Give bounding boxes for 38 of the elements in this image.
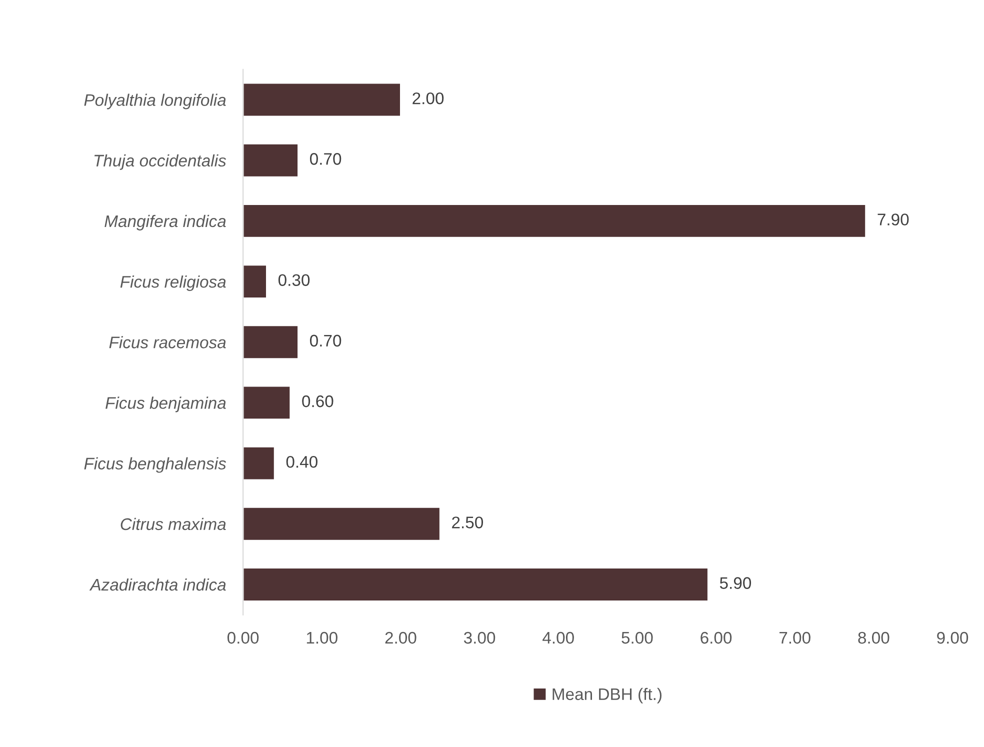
data-label: 0.30 (278, 274, 310, 286)
y-tick-label: Ficus benghalensis (84, 457, 226, 473)
y-tick-label: Azadirachta indica (89, 578, 226, 591)
y-tick-label: Thuja occidentalis (94, 154, 226, 170)
x-tick-label: 9.00 (937, 632, 968, 644)
bar (243, 324, 299, 360)
data-label: 0.40 (286, 456, 318, 468)
y-tick-label: Ficus benjamina (106, 396, 226, 412)
data-label: 0.60 (302, 395, 334, 408)
x-tick-label: 6.00 (700, 632, 732, 644)
bar (243, 506, 441, 542)
x-tick-label: 1.00 (306, 632, 338, 644)
bar (243, 143, 299, 178)
y-tick-label: Ficus religiosa (120, 275, 226, 292)
bar (243, 82, 402, 118)
y-tick-label: Polyalthia longifolia (84, 94, 226, 110)
x-tick-label: 0.00 (227, 632, 259, 644)
x-tick-label: 5.00 (622, 632, 653, 644)
y-tick-label: Mangifera indica (104, 214, 226, 230)
y-tick-label: Ficus racemosa (109, 336, 226, 348)
x-tick-label: 3.00 (464, 632, 496, 644)
y-tick-label: Citrus maxima (120, 518, 226, 530)
x-tick-label: 8.00 (858, 632, 890, 644)
x-tick-label: 4.00 (542, 632, 574, 644)
x-tick-label: 2.00 (385, 632, 416, 644)
x-tick-label: 7.00 (779, 632, 810, 644)
bar (243, 264, 268, 299)
bar (243, 204, 866, 238)
data-label: 0.70 (310, 334, 342, 347)
data-label: 7.90 (878, 214, 909, 226)
bar (243, 567, 709, 602)
legend-label: Mean DBH (ft.) (552, 688, 662, 704)
data-label: 5.90 (720, 577, 752, 589)
data-label: 2.00 (412, 92, 444, 104)
bar (243, 446, 276, 481)
data-label: 0.70 (310, 153, 342, 165)
data-label: 2.50 (452, 516, 484, 528)
bar (243, 385, 292, 420)
